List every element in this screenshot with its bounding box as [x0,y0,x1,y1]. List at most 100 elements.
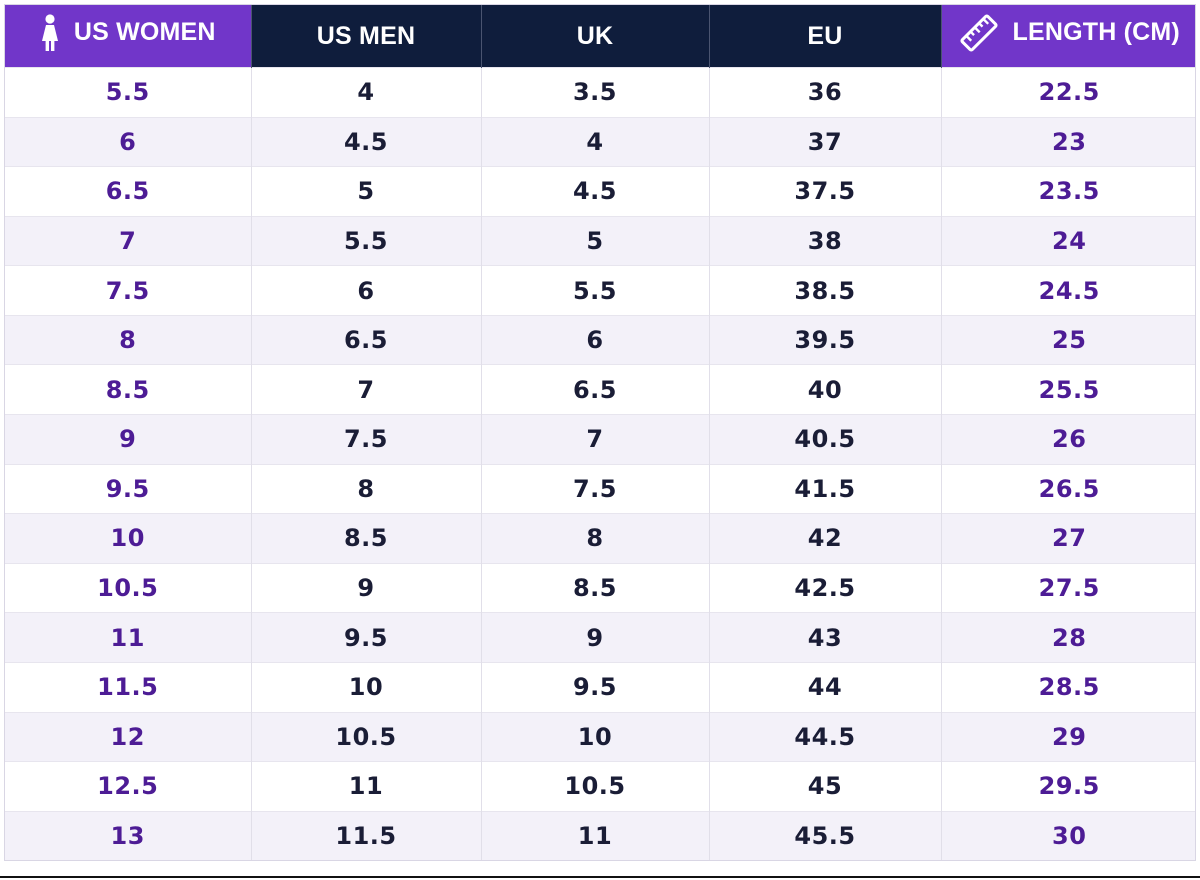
cell-eu: 44.5 [709,711,942,762]
cell-us-men: 8.5 [251,513,482,564]
cell-length-cm: 26.5 [941,463,1195,514]
header-uk-label: UK [576,21,614,50]
cell-length-cm: 29.5 [941,761,1195,812]
cell-length-cm: 24 [941,215,1195,266]
cell-eu: 43 [709,612,942,663]
cell-us-women: 12 [5,711,252,762]
header-us-women-label: US WOMEN [73,18,216,46]
shoe-size-table: US WOMEN US MEN UK EU [5,5,1195,860]
table-row: 11.5 10 9.5 44 28.5 [5,661,1195,713]
cell-eu: 40 [709,364,942,415]
cell-eu: 38 [709,215,942,266]
cell-us-women: 8.5 [5,364,252,415]
cell-us-women: 6.5 [5,166,252,217]
header-eu: EU [709,5,942,68]
cell-eu: 37.5 [709,166,942,217]
cell-us-women: 12.5 [5,761,252,812]
cell-us-men: 11.5 [251,810,482,860]
cell-eu: 45.5 [709,810,942,860]
cell-length-cm: 28.5 [941,661,1195,713]
table-header: US WOMEN US MEN UK EU [5,5,1195,68]
header-eu-label: EU [807,21,843,50]
table-row: 8.5 7 6.5 40 25.5 [5,364,1195,415]
table-row: 9 7.5 7 40.5 26 [5,414,1195,465]
cell-us-men: 4.5 [251,116,482,167]
cell-length-cm: 23 [941,116,1195,167]
cell-us-men: 7 [251,364,482,415]
table-row: 6 4.5 4 37 23 [5,116,1195,167]
table-row: 13 11.5 11 45.5 30 [5,810,1195,860]
table-row: 7.5 6 5.5 38.5 24.5 [5,265,1195,316]
cell-eu: 42.5 [709,562,942,613]
cell-length-cm: 25 [941,314,1195,365]
cell-uk: 3.5 [481,67,710,118]
cell-us-men: 8 [251,463,482,514]
cell-length-cm: 24.5 [941,265,1195,316]
table-row: 8 6.5 6 39.5 25 [5,314,1195,365]
table-row: 10.5 9 8.5 42.5 27.5 [5,562,1195,613]
cell-us-women: 10.5 [5,562,252,613]
cell-length-cm: 25.5 [941,364,1195,415]
header-length-label: LENGTH (CM) [1012,18,1180,46]
cell-us-men: 10 [251,661,482,713]
cell-length-cm: 27.5 [941,562,1195,613]
bottom-divider [0,876,1200,878]
cell-eu: 39.5 [709,314,942,365]
header-us-men: US MEN [251,5,482,68]
cell-us-men: 4 [251,67,482,118]
cell-us-men: 5 [251,166,482,217]
size-chart-frame: US WOMEN US MEN UK EU [4,4,1196,861]
cell-length-cm: 30 [941,810,1195,860]
table-row: 12.5 11 10.5 45 29.5 [5,761,1195,812]
cell-length-cm: 23.5 [941,166,1195,217]
header-us-women: US WOMEN [5,5,252,68]
cell-eu: 37 [709,116,942,167]
cell-uk: 6 [481,314,710,365]
table-row: 6.5 5 4.5 37.5 23.5 [5,166,1195,217]
cell-us-women: 11.5 [5,661,252,713]
cell-us-women: 6 [5,116,252,167]
header-length: LENGTH (CM) [941,5,1195,68]
cell-us-men: 10.5 [251,711,482,762]
cell-uk: 8 [481,513,710,564]
header-us-men-label: US MEN [316,21,416,50]
cell-uk: 9 [481,612,710,663]
cell-length-cm: 27 [941,513,1195,564]
cell-us-men: 6.5 [251,314,482,365]
cell-eu: 45 [709,761,942,812]
table-body: 5.5 4 3.5 36 22.5 6 4.5 4 37 23 6.5 5 4.5 37.5 23.5 7 5.… [5,67,1195,860]
cell-eu: 38.5 [709,265,942,316]
cell-us-men: 9 [251,562,482,613]
woman-icon [40,13,60,52]
header-uk: UK [481,5,710,68]
cell-us-women: 9 [5,414,252,465]
cell-us-women: 5.5 [5,67,252,118]
cell-uk: 4 [481,116,710,167]
cell-us-women: 7 [5,215,252,266]
table-row: 12 10.5 10 44.5 29 [5,711,1195,762]
cell-eu: 40.5 [709,414,942,465]
cell-eu: 41.5 [709,463,942,514]
cell-length-cm: 26 [941,414,1195,465]
cell-uk: 4.5 [481,166,710,217]
cell-eu: 42 [709,513,942,564]
cell-uk: 9.5 [481,661,710,713]
cell-length-cm: 22.5 [941,67,1195,118]
cell-uk: 5.5 [481,265,710,316]
cell-us-men: 6 [251,265,482,316]
cell-us-women: 11 [5,612,252,663]
header-row: US WOMEN US MEN UK EU [5,5,1195,68]
cell-uk: 7 [481,414,710,465]
cell-uk: 11 [481,810,710,860]
table-row: 5.5 4 3.5 36 22.5 [5,67,1195,118]
cell-us-men: 11 [251,761,482,812]
cell-uk: 7.5 [481,463,710,514]
cell-uk: 10.5 [481,761,710,812]
cell-length-cm: 29 [941,711,1195,762]
cell-us-women: 8 [5,314,252,365]
cell-uk: 6.5 [481,364,710,415]
table-row: 11 9.5 9 43 28 [5,612,1195,663]
table-row: 10 8.5 8 42 27 [5,513,1195,564]
cell-us-men: 9.5 [251,612,482,663]
cell-eu: 36 [709,67,942,118]
